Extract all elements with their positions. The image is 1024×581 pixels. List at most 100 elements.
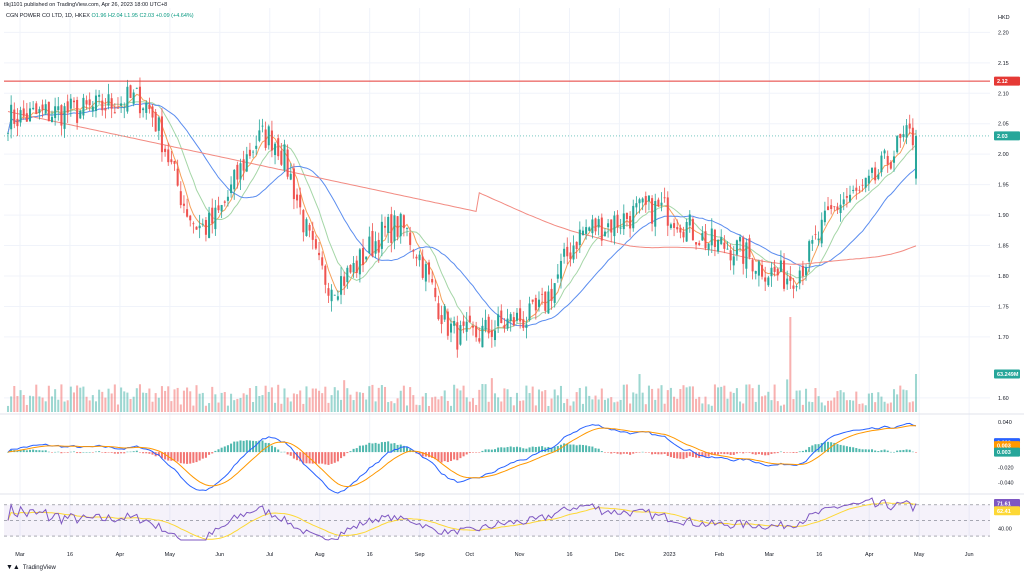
candle-body[interactable] bbox=[142, 108, 145, 111]
candle-body[interactable] bbox=[314, 239, 317, 249]
candle-body[interactable] bbox=[729, 250, 732, 261]
candle-body[interactable] bbox=[362, 248, 365, 265]
candle-body[interactable] bbox=[409, 232, 412, 245]
candle-body[interactable] bbox=[318, 252, 321, 256]
candle-body[interactable] bbox=[547, 291, 550, 314]
candle-body[interactable] bbox=[852, 189, 855, 192]
candle-body[interactable] bbox=[751, 260, 754, 272]
candle-body[interactable] bbox=[63, 106, 66, 129]
candle-body[interactable] bbox=[745, 242, 748, 269]
candle-body[interactable] bbox=[264, 129, 267, 148]
candle-body[interactable] bbox=[673, 223, 676, 228]
candle-body[interactable] bbox=[531, 299, 534, 302]
candle-body[interactable] bbox=[522, 319, 525, 328]
candle-body[interactable] bbox=[566, 246, 569, 257]
candle-body[interactable] bbox=[305, 219, 308, 236]
candle-body[interactable] bbox=[349, 265, 352, 273]
candle-body[interactable] bbox=[182, 203, 185, 206]
candle-body[interactable] bbox=[340, 276, 343, 295]
candle-body[interactable] bbox=[311, 230, 314, 240]
candle-body[interactable] bbox=[742, 237, 745, 264]
candle-body[interactable] bbox=[600, 217, 603, 241]
candle-body[interactable] bbox=[66, 101, 69, 113]
candle-body[interactable] bbox=[581, 230, 584, 236]
candle-body[interactable] bbox=[914, 135, 918, 179]
candle-body[interactable] bbox=[478, 338, 481, 342]
candle-body[interactable] bbox=[261, 125, 264, 127]
candle-body[interactable] bbox=[892, 156, 896, 163]
candle-body[interactable] bbox=[707, 243, 710, 250]
candle-body[interactable] bbox=[713, 229, 716, 248]
candle-body[interactable] bbox=[685, 221, 688, 242]
candle-body[interactable] bbox=[757, 261, 760, 276]
candle-body[interactable] bbox=[704, 231, 707, 249]
candle-body[interactable] bbox=[170, 159, 173, 163]
candle-body[interactable] bbox=[242, 159, 245, 171]
candle-body[interactable] bbox=[32, 107, 35, 110]
candle-body[interactable] bbox=[867, 175, 870, 184]
candle-body[interactable] bbox=[286, 149, 289, 177]
candle-body[interactable] bbox=[173, 160, 176, 164]
candle-body[interactable] bbox=[468, 315, 471, 323]
candle-body[interactable] bbox=[647, 195, 650, 202]
candle-body[interactable] bbox=[654, 201, 657, 227]
candle-body[interactable] bbox=[487, 316, 490, 334]
candle-body[interactable] bbox=[877, 174, 880, 179]
candle-body[interactable] bbox=[85, 100, 88, 105]
candle-body[interactable] bbox=[591, 219, 594, 234]
candle-body[interactable] bbox=[22, 108, 25, 116]
candle-body[interactable] bbox=[138, 86, 141, 114]
candle-body[interactable] bbox=[116, 107, 119, 109]
candle-body[interactable] bbox=[544, 291, 547, 311]
candle-body[interactable] bbox=[465, 321, 468, 332]
candle-body[interactable] bbox=[732, 256, 735, 266]
candle-body[interactable] bbox=[484, 319, 487, 330]
candle-body[interactable] bbox=[616, 214, 619, 228]
candle-body[interactable] bbox=[849, 194, 852, 202]
candle-body[interactable] bbox=[380, 221, 383, 249]
candle-body[interactable] bbox=[123, 106, 126, 108]
candle-body[interactable] bbox=[252, 151, 255, 153]
candle-body[interactable] bbox=[889, 162, 892, 169]
candle-body[interactable] bbox=[198, 225, 201, 229]
candle-body[interactable] bbox=[597, 219, 600, 228]
candle-body[interactable] bbox=[289, 173, 292, 180]
candle-body[interactable] bbox=[179, 191, 182, 206]
candle-body[interactable] bbox=[779, 260, 782, 272]
candle-body[interactable] bbox=[808, 241, 811, 262]
candle-body[interactable] bbox=[845, 196, 848, 198]
candle-body[interactable] bbox=[641, 198, 644, 203]
candle-body[interactable] bbox=[69, 98, 72, 109]
candle-body[interactable] bbox=[151, 106, 154, 118]
candle-body[interactable] bbox=[896, 136, 899, 153]
candle-body[interactable] bbox=[563, 248, 566, 257]
candle-body[interactable] bbox=[761, 264, 764, 277]
candle-body[interactable] bbox=[682, 231, 685, 238]
candle-body[interactable] bbox=[217, 205, 220, 211]
candle-body[interactable] bbox=[632, 205, 635, 229]
candle-body[interactable] bbox=[377, 239, 380, 253]
candle-body[interactable] bbox=[358, 249, 361, 275]
candle-body[interactable] bbox=[365, 256, 368, 260]
candle-body[interactable] bbox=[41, 104, 44, 111]
candle-body[interactable] bbox=[506, 318, 509, 329]
candle-body[interactable] bbox=[723, 242, 726, 249]
candle-body[interactable] bbox=[167, 149, 170, 163]
candle-body[interactable] bbox=[16, 118, 19, 127]
candle-body[interactable] bbox=[333, 294, 336, 296]
candle-body[interactable] bbox=[157, 117, 160, 131]
candle-body[interactable] bbox=[277, 138, 280, 157]
candle-body[interactable] bbox=[695, 242, 698, 245]
candle-body[interactable] bbox=[663, 197, 666, 199]
candle-body[interactable] bbox=[588, 227, 591, 231]
candle-body[interactable] bbox=[405, 227, 409, 229]
candle-body[interactable] bbox=[805, 267, 808, 276]
candle-body[interactable] bbox=[368, 236, 371, 254]
candle-body[interactable] bbox=[610, 219, 613, 233]
candle-body[interactable] bbox=[113, 112, 116, 114]
candle-body[interactable] bbox=[688, 214, 691, 226]
candle-body[interactable] bbox=[459, 325, 462, 345]
candle-body[interactable] bbox=[657, 199, 660, 206]
candle-body[interactable] bbox=[481, 325, 484, 348]
